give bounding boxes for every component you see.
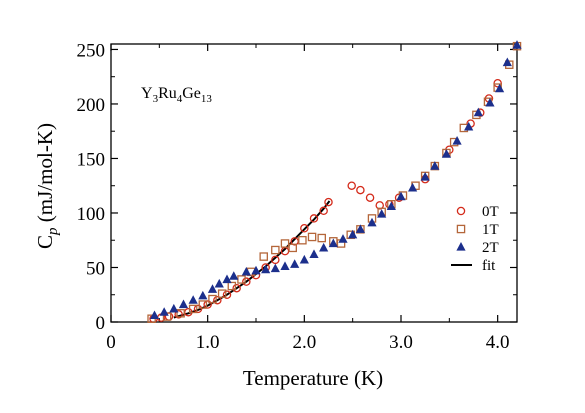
data-point-2T [188,295,198,304]
data-point-0T [174,310,183,319]
legend-label-2T: 2T [482,240,499,256]
sample-label: Y3Ru4Ge13 [141,85,212,105]
x-tick-label: 0 [106,332,116,353]
data-point-2T [495,83,505,93]
data-point-0T [300,223,309,233]
data-point-1T [198,300,208,309]
legend-marker-0T [456,206,466,216]
y-tick-label: 250 [77,40,106,61]
data-point-2T [319,242,329,252]
legend-label-1T: 1T [482,222,499,238]
data-point-2T [261,264,271,274]
data-point-2T [473,107,483,117]
sample-sub-1: 3 [153,93,159,105]
data-point-2T [348,229,358,239]
data-point-1T [271,245,280,255]
x-tick-label: 4.0 [486,332,510,353]
y-tick-label: 100 [77,204,106,225]
data-point-1T [288,243,297,253]
data-point-2T [408,182,418,192]
data-point-1T [188,304,198,314]
legend: 0T 1T 2T fit [451,204,499,274]
data-point-2T [441,149,452,158]
data-point-0T [271,255,280,265]
data-point-1T [208,294,217,304]
data-point-1T [259,252,268,261]
data-point-2T [149,310,160,320]
data-point-2T [280,261,290,270]
x-ticks: 0 1.0 2.0 3.0 4.0 [106,44,510,353]
data-point-0T [347,181,356,190]
y-tick-label: 50 [86,258,105,279]
data-point-1T [307,232,317,242]
x-tick-label: 1.0 [196,332,220,353]
data-point-2T [207,284,218,293]
y-tick-label: 200 [77,95,106,116]
data-point-2T [270,263,280,273]
legend-label-fit: fit [482,258,496,274]
data-point-2T [159,307,169,316]
data-point-2T [290,259,300,268]
data-point-2T [485,97,495,107]
data-point-0T [309,214,319,223]
data-point-0T [319,206,328,216]
legend-marker-2T [456,242,466,251]
y-tick-label: 150 [77,149,106,170]
data-point-0T [375,201,384,210]
data-point-1T [280,239,290,248]
data-point-2T [355,224,365,233]
data-point-2T [430,161,440,170]
data-point-2T [367,217,377,227]
data-point-2T [420,172,430,181]
data-point-0T [365,193,375,202]
y-axis-title: Cp (mJ/mol-K) [33,123,61,249]
y-tick-label: 0 [96,313,106,334]
x-tick-label: 3.0 [389,332,413,353]
x-tick-label: 2.0 [292,332,316,353]
data-point-1T [227,281,237,291]
data-point-0T [324,197,333,207]
data-point-2T [178,299,189,309]
data-point-0T [193,304,203,314]
data-point-0T [356,185,365,195]
data-point-2T [241,266,251,276]
data-point-2T [214,278,224,288]
data-point-2T [169,303,179,313]
data-point-2T [502,57,512,67]
sample-sub-3: 13 [201,93,213,105]
data-point-2T [512,40,522,49]
data-point-1T [176,309,185,318]
data-point-0T [203,300,212,309]
data-point-2T [222,274,232,284]
data-point-2T [377,209,387,218]
legend-marker-1T [456,224,466,234]
data-point-2T [198,290,208,300]
data-point-2T [386,201,396,211]
data-point-1T [298,235,307,245]
data-point-2T [299,254,309,264]
data-point-2T [229,271,239,280]
data-point-0T [242,277,251,286]
sample-sub-2: 4 [177,93,183,105]
data-point-1T [217,289,227,298]
data-point-2T [251,265,261,275]
data-point-0T [213,295,222,305]
plot-frame [110,43,518,323]
data-point-2T [396,191,406,201]
data-point-0T [222,290,232,299]
x-axis-title: Temperature (K) [243,366,383,390]
data-point-2T [464,121,474,131]
data-point-0T [493,78,502,88]
y-ticks: 0 50 100 150 200 250 [77,40,517,334]
data-point-2T [328,238,338,248]
data-point-2T [338,234,348,243]
data-point-2T [309,249,319,259]
data-point-0T [232,283,241,293]
data-point-1T [317,233,326,243]
plot-border [110,43,518,323]
data-point-2T [452,136,462,145]
series-markers [147,40,522,323]
legend-label-0T: 0T [482,204,499,220]
